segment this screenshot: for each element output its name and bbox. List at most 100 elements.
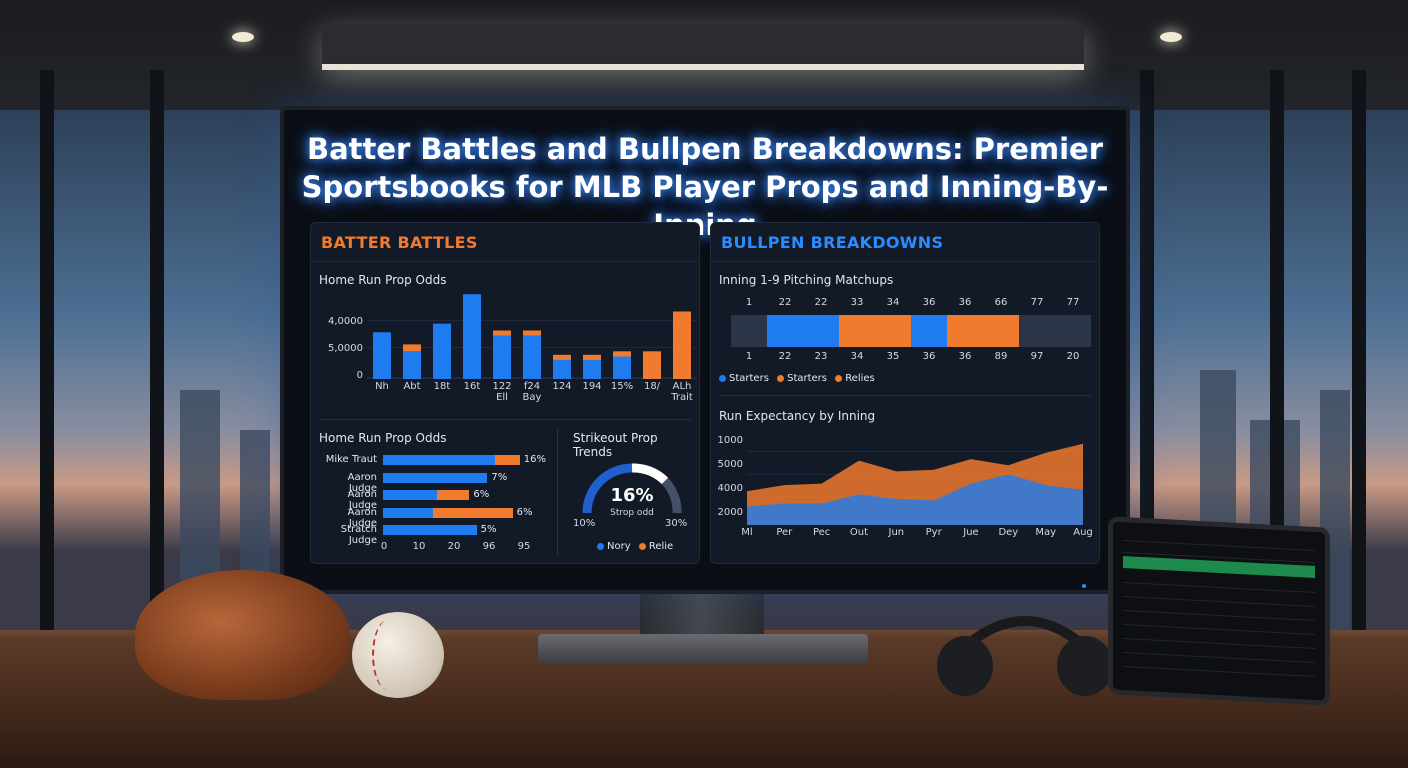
tablet xyxy=(1108,516,1330,706)
bar-label: Aaron Judge xyxy=(347,489,377,511)
panel-title: BULLPEN BREAKDOWNS xyxy=(721,233,944,252)
bar-value: 16% xyxy=(523,454,547,465)
headphones xyxy=(937,616,1113,696)
x-tick-label: Abt xyxy=(403,381,421,392)
heat-bottom-label: 1 xyxy=(745,351,753,362)
heat-top-label: 22 xyxy=(814,297,828,308)
bar xyxy=(613,356,631,379)
heat-top-label: 1 xyxy=(745,297,753,308)
chart-title: Run Expectancy by Inning xyxy=(719,409,876,423)
heat-cell xyxy=(911,315,947,347)
bar-value: 5% xyxy=(480,524,497,535)
bar xyxy=(383,455,495,465)
y-tick-label: 0 xyxy=(356,370,363,381)
bar xyxy=(553,359,571,379)
heat-top-label: 22 xyxy=(778,297,792,308)
window-frame xyxy=(150,70,164,650)
baseball-glove xyxy=(135,570,350,700)
gauge-label: Strop odd xyxy=(610,508,654,518)
gauge-arc-gray xyxy=(661,477,682,514)
x-tick-label: Aug xyxy=(1073,527,1093,538)
heat-cell xyxy=(1019,315,1055,347)
power-led xyxy=(1082,584,1086,588)
bar xyxy=(643,351,661,379)
bar xyxy=(673,311,691,379)
bar xyxy=(437,490,470,500)
heat-top-label: 36 xyxy=(958,297,972,308)
y-tick-label: 5,0000 xyxy=(328,343,363,354)
y-tick-label: 5000 xyxy=(717,459,743,470)
bar xyxy=(613,351,631,357)
x-tick-label: 10 xyxy=(412,541,426,552)
bar xyxy=(383,490,437,500)
gauge-min: 10% xyxy=(573,518,596,529)
bar-value: 6% xyxy=(473,489,490,500)
chart-title: Strikeout Prop Trends xyxy=(573,431,658,459)
window-frame xyxy=(1270,70,1284,650)
spotlight xyxy=(1160,32,1182,42)
ceiling-light xyxy=(322,24,1084,70)
run-expectancy-area-chart xyxy=(747,443,1083,525)
monitor-stand xyxy=(640,586,764,638)
heat-cell xyxy=(839,315,875,347)
bar-label: Aaron Judge xyxy=(347,471,377,494)
batter-battles-panel: BATTER BATTLES Home Run Prop Odds 4,0000… xyxy=(310,222,700,564)
x-tick-label: 16t xyxy=(463,381,481,392)
heat-bottom-label: 20 xyxy=(1066,351,1080,362)
bar xyxy=(403,344,421,352)
panel-title: BATTER BATTLES xyxy=(321,233,478,252)
bar xyxy=(383,507,434,518)
x-tick-label: 18/ xyxy=(643,381,661,392)
heat-bottom-label: 97 xyxy=(1030,351,1044,362)
x-tick-label: 95 xyxy=(517,541,531,552)
x-tick-label: Dey xyxy=(998,527,1019,538)
monitor: Batter Battles and Bullpen Breakdowns: P… xyxy=(280,106,1130,594)
heat-cell xyxy=(731,315,767,347)
heat-cell xyxy=(767,315,803,347)
window-frame xyxy=(1352,70,1366,650)
bar xyxy=(523,330,541,336)
bar xyxy=(523,335,541,379)
x-tick-label: 18t xyxy=(433,381,451,392)
heat-cell xyxy=(1055,315,1091,347)
heat-bottom-label: 23 xyxy=(814,351,828,362)
gauge-arc-blue xyxy=(582,463,633,514)
gauge-arc-white xyxy=(631,463,669,485)
heat-bottom-label: 34 xyxy=(850,351,864,362)
bar xyxy=(403,351,421,379)
bar xyxy=(583,359,601,379)
spotlight xyxy=(232,32,254,42)
bar xyxy=(494,455,520,465)
bar xyxy=(433,323,451,379)
panel-header: BULLPEN BREAKDOWNS xyxy=(711,223,1099,262)
heat-top-label: 33 xyxy=(850,297,864,308)
chart-title: Home Run Prop Odds xyxy=(319,273,447,287)
x-tick-label: Out xyxy=(849,527,869,538)
x-tick-label: Per xyxy=(776,527,793,538)
y-tick-label: 1000 xyxy=(717,435,743,446)
bar xyxy=(383,525,477,535)
bar xyxy=(463,294,481,379)
bar-label: Aaron Judge xyxy=(347,506,377,529)
y-tick-label: 4,0000 xyxy=(328,316,363,327)
chart-title: Inning 1-9 Pitching Matchups xyxy=(719,273,894,287)
panel-header: BATTER BATTLES xyxy=(311,223,699,262)
y-tick-label: 2000 xyxy=(717,507,743,518)
bar-label: Mike Traut xyxy=(325,454,377,465)
bar xyxy=(373,332,391,379)
heat-cell xyxy=(983,315,1019,347)
heat-top-label: 77 xyxy=(1066,297,1080,308)
x-tick-label: 0 xyxy=(380,541,388,552)
x-tick-label: Pyr xyxy=(925,527,942,538)
heat-top-label: 66 xyxy=(994,297,1008,308)
x-tick-label: 122 Ell xyxy=(492,381,512,403)
heat-bottom-label: 36 xyxy=(922,351,936,362)
monitor-base xyxy=(538,634,868,664)
heat-cell xyxy=(803,315,839,347)
heat-bottom-label: 22 xyxy=(778,351,792,362)
gauge-legend: Nory Relie xyxy=(597,541,673,552)
bar xyxy=(493,330,511,336)
area-series xyxy=(747,474,1083,525)
gauge-max: 30% xyxy=(665,518,688,529)
heat-bottom-label: 89 xyxy=(994,351,1008,362)
